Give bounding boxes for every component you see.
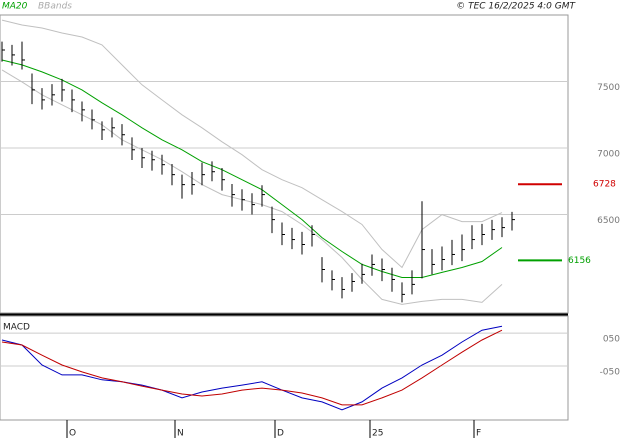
macd-panel: [0, 315, 569, 421]
x-tick-label: 25: [372, 429, 383, 439]
series-line: [1, 325, 503, 411]
y-tick-label: 6500: [597, 216, 620, 226]
y-tick-label: 050: [603, 335, 620, 345]
x-tick-label: D: [277, 429, 284, 439]
level-label: 6728: [593, 180, 616, 190]
panel-title: MACD: [3, 323, 30, 333]
series-line: [1, 329, 503, 406]
series-line: [1, 59, 503, 278]
y-tick-label: -050: [600, 368, 621, 378]
level-label: 6156: [568, 256, 591, 266]
x-tick-label: F: [476, 429, 481, 439]
bands-legend: BBands: [38, 2, 72, 12]
y-tick-label: 7500: [597, 83, 620, 93]
x-tick-label: O: [69, 429, 76, 439]
price-panel: [0, 14, 569, 314]
y-tick-label: 7000: [597, 150, 620, 160]
ma-legend: MA20: [2, 2, 28, 12]
source: © TEC 16/2/2025 4:0 GMT: [456, 2, 576, 12]
x-tick-label: N: [177, 429, 184, 439]
series-line: [1, 19, 503, 269]
